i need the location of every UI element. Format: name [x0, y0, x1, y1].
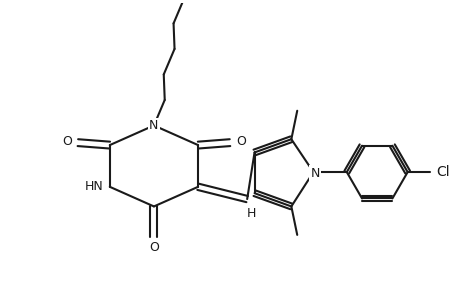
Text: N: N: [310, 167, 319, 180]
Text: HN: HN: [85, 180, 104, 193]
Text: N: N: [149, 119, 158, 132]
Text: O: O: [62, 135, 72, 148]
Text: H: H: [246, 207, 255, 220]
Text: Cl: Cl: [436, 165, 449, 179]
Text: O: O: [235, 135, 245, 148]
Text: O: O: [149, 241, 158, 254]
